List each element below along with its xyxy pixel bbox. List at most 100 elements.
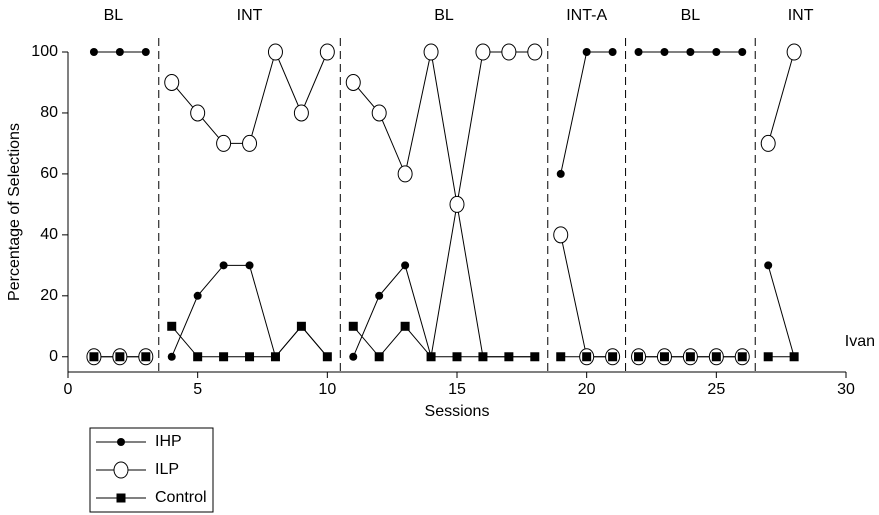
point — [401, 261, 410, 270]
phase-label: INT-A — [566, 7, 607, 24]
point — [423, 43, 439, 61]
series-line — [171, 325, 328, 358]
point — [556, 169, 565, 178]
point — [760, 134, 776, 152]
point — [167, 321, 177, 331]
point — [293, 104, 309, 122]
point — [167, 352, 176, 361]
point — [634, 48, 643, 56]
point — [530, 352, 540, 362]
y-tick-label: 100 — [31, 43, 58, 60]
point — [242, 134, 258, 152]
point — [164, 73, 180, 91]
point — [141, 48, 150, 56]
y-tick-label: 40 — [40, 226, 58, 243]
x-axis-label: Sessions — [425, 403, 490, 420]
phase-label: BL — [434, 7, 454, 24]
point — [608, 352, 618, 362]
point — [89, 48, 98, 56]
point — [115, 352, 125, 362]
series-line — [171, 50, 328, 144]
point — [319, 43, 335, 61]
point — [659, 352, 669, 362]
phase-label: INT — [237, 7, 263, 24]
point — [712, 48, 721, 56]
y-tick-label: 20 — [40, 287, 58, 304]
x-tick-label: 20 — [578, 381, 596, 398]
y-tick-label: 60 — [40, 165, 58, 182]
series-line — [352, 51, 535, 205]
point — [553, 226, 569, 244]
point — [193, 291, 202, 300]
point — [345, 73, 361, 91]
point — [371, 104, 387, 122]
point — [141, 352, 151, 362]
point — [216, 134, 232, 152]
series-line — [171, 264, 328, 358]
point — [582, 48, 591, 56]
point — [686, 48, 695, 56]
point — [397, 165, 413, 183]
point — [711, 352, 721, 362]
point — [449, 195, 465, 213]
series-line — [560, 234, 613, 358]
point — [789, 352, 799, 362]
x-tick-label: 30 — [837, 381, 855, 398]
point — [763, 352, 773, 362]
point — [504, 352, 514, 362]
point — [89, 352, 99, 362]
point — [267, 43, 283, 61]
point — [786, 43, 802, 61]
point — [556, 352, 566, 362]
series-line — [352, 325, 535, 358]
series-line — [767, 265, 795, 357]
point — [374, 352, 384, 362]
phase-label: BL — [681, 7, 701, 24]
point — [475, 43, 491, 61]
y-axis-label: Percentage of Selections — [6, 123, 23, 301]
point — [349, 352, 358, 361]
x-tick-label: 15 — [448, 381, 466, 398]
annotation: Ivan — [845, 333, 875, 350]
phase-label: INT — [788, 7, 814, 24]
point — [190, 104, 206, 122]
legend-marker — [113, 461, 129, 479]
y-tick-label: 80 — [40, 104, 58, 121]
point — [737, 352, 747, 362]
legend-marker — [116, 493, 126, 503]
point — [296, 321, 306, 331]
point — [582, 352, 592, 362]
series-line — [560, 51, 613, 175]
x-tick-label: 0 — [64, 381, 73, 398]
point — [375, 291, 384, 300]
point — [348, 321, 358, 331]
legend-box — [89, 427, 214, 513]
point — [270, 352, 280, 362]
point — [764, 261, 773, 270]
series-line — [352, 204, 535, 358]
point — [738, 48, 747, 56]
legend-label: ILP — [155, 461, 179, 478]
point — [660, 48, 669, 56]
legend-label: IHP — [155, 433, 182, 450]
y-tick-label: 0 — [49, 348, 58, 365]
series-line — [767, 51, 795, 144]
point — [527, 43, 543, 61]
point — [478, 352, 488, 362]
point — [245, 352, 255, 362]
point — [501, 43, 517, 61]
point — [634, 352, 644, 362]
point — [193, 352, 203, 362]
point — [685, 352, 695, 362]
point — [115, 48, 124, 56]
point — [322, 352, 332, 362]
legend-label: Control — [155, 489, 207, 506]
x-tick-label: 25 — [707, 381, 725, 398]
legend-marker — [117, 438, 125, 446]
point — [219, 352, 229, 362]
point — [245, 261, 254, 270]
point — [400, 321, 410, 331]
x-tick-label: 5 — [193, 381, 202, 398]
point — [608, 48, 617, 56]
